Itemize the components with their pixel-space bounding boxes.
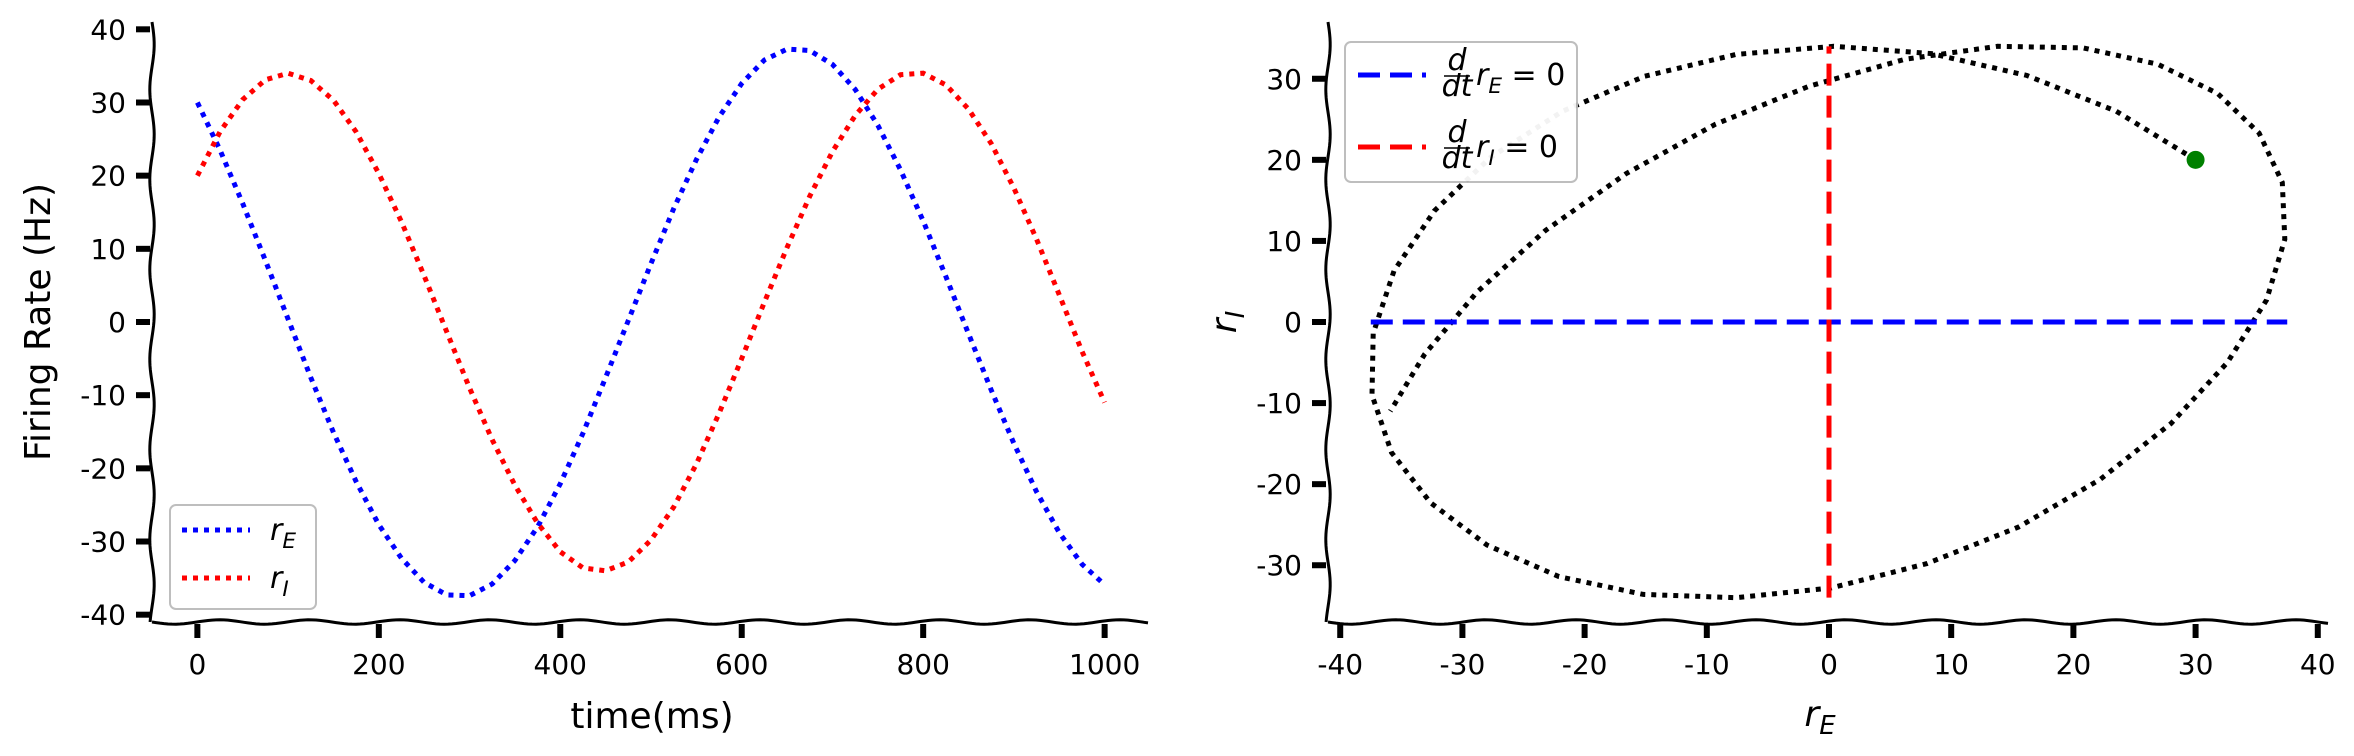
y-axis-line — [1324, 21, 1332, 623]
y-axis-title-base: r — [1204, 316, 1245, 333]
y-tick-label: 20 — [90, 160, 126, 193]
x-tick-label: -30 — [1440, 648, 1486, 681]
y-axis-line — [148, 21, 156, 623]
y-tick-label: 0 — [1284, 306, 1302, 339]
y-axis-title: rI — [1204, 311, 1251, 333]
y-tick-label: 30 — [1266, 63, 1302, 96]
y-axis-title-sub: I — [1221, 311, 1251, 319]
x-axis-line — [151, 618, 1149, 626]
x-tick-label: 200 — [352, 648, 405, 681]
x-axis-title: rE — [1804, 694, 1836, 741]
x-tick-label: -20 — [1562, 648, 1608, 681]
y-tick-label: 20 — [1266, 144, 1302, 177]
legend-label-rI: rI = 0 — [1476, 130, 1558, 171]
x-tick-label: 1000 — [1069, 648, 1140, 681]
x-tick-label: 400 — [534, 648, 587, 681]
y-tick-label: -40 — [80, 599, 126, 632]
legend-frame — [169, 504, 317, 610]
x-tick-label: 40 — [2300, 648, 2336, 681]
legend-label-r_E: rE — [270, 513, 296, 554]
x-tick-label: 800 — [896, 648, 949, 681]
legend-frac-num-rE: d — [1447, 43, 1467, 78]
x-tick-label: 0 — [1820, 648, 1838, 681]
legend-label-r_I-base: r — [270, 561, 284, 596]
start-point-marker — [2186, 150, 2205, 169]
x-tick-label: 0 — [188, 648, 206, 681]
x-tick-label: 20 — [2056, 648, 2092, 681]
legend-frac-num-rI: d — [1447, 115, 1467, 150]
x-tick-label: 600 — [715, 648, 768, 681]
trajectory-line — [1369, 43, 2288, 601]
y-axis-title: Firing Rate (Hz) — [18, 183, 59, 461]
legend-label-r_I: rI — [270, 561, 289, 602]
legend-label-r_E-sub: E — [282, 529, 296, 554]
x-axis-line — [1327, 618, 2329, 626]
legend-label-rI-base: r — [1476, 130, 1490, 165]
legend-label-rE: rE = 0 — [1476, 58, 1565, 99]
x-axis-title-sub: E — [1819, 711, 1836, 741]
legend-label-rE-base: r — [1476, 58, 1490, 93]
y-tick-label: -30 — [1256, 549, 1302, 582]
y-tick-label: -20 — [80, 452, 126, 485]
x-axis-title: time(ms) — [570, 696, 733, 737]
x-tick-label: 30 — [2178, 648, 2214, 681]
legend-frac-den-rI: dt — [1442, 141, 1474, 176]
y-tick-label: 10 — [90, 233, 126, 266]
y-tick-label: 0 — [108, 306, 126, 339]
legend-frac-den-rE: dt — [1442, 69, 1474, 104]
y-tick-label: 40 — [90, 13, 126, 46]
series-line-r_E — [195, 46, 1107, 599]
legend-label-rI-rhs: = 0 — [1495, 130, 1558, 165]
y-tick-label: 30 — [90, 86, 126, 119]
x-axis-title-base: r — [1804, 694, 1821, 735]
y-tick-label: -30 — [80, 526, 126, 559]
y-tick-label: -10 — [80, 379, 126, 412]
y-tick-label: -10 — [1256, 387, 1302, 420]
x-tick-label: 10 — [1933, 648, 1969, 681]
x-tick-label: -10 — [1684, 648, 1730, 681]
x-tick-label: -40 — [1317, 648, 1363, 681]
y-tick-label: -20 — [1256, 468, 1302, 501]
legend-label-rE-rhs: = 0 — [1502, 58, 1565, 93]
legend-label-r_E-base: r — [270, 513, 284, 548]
legend-label-r_I-sub: I — [282, 577, 288, 602]
legend-label-rE-sub: E — [1488, 74, 1502, 99]
legend-label-rI-sub: I — [1488, 146, 1494, 171]
y-tick-label: 10 — [1266, 225, 1302, 258]
series-line-r_I — [195, 70, 1107, 574]
